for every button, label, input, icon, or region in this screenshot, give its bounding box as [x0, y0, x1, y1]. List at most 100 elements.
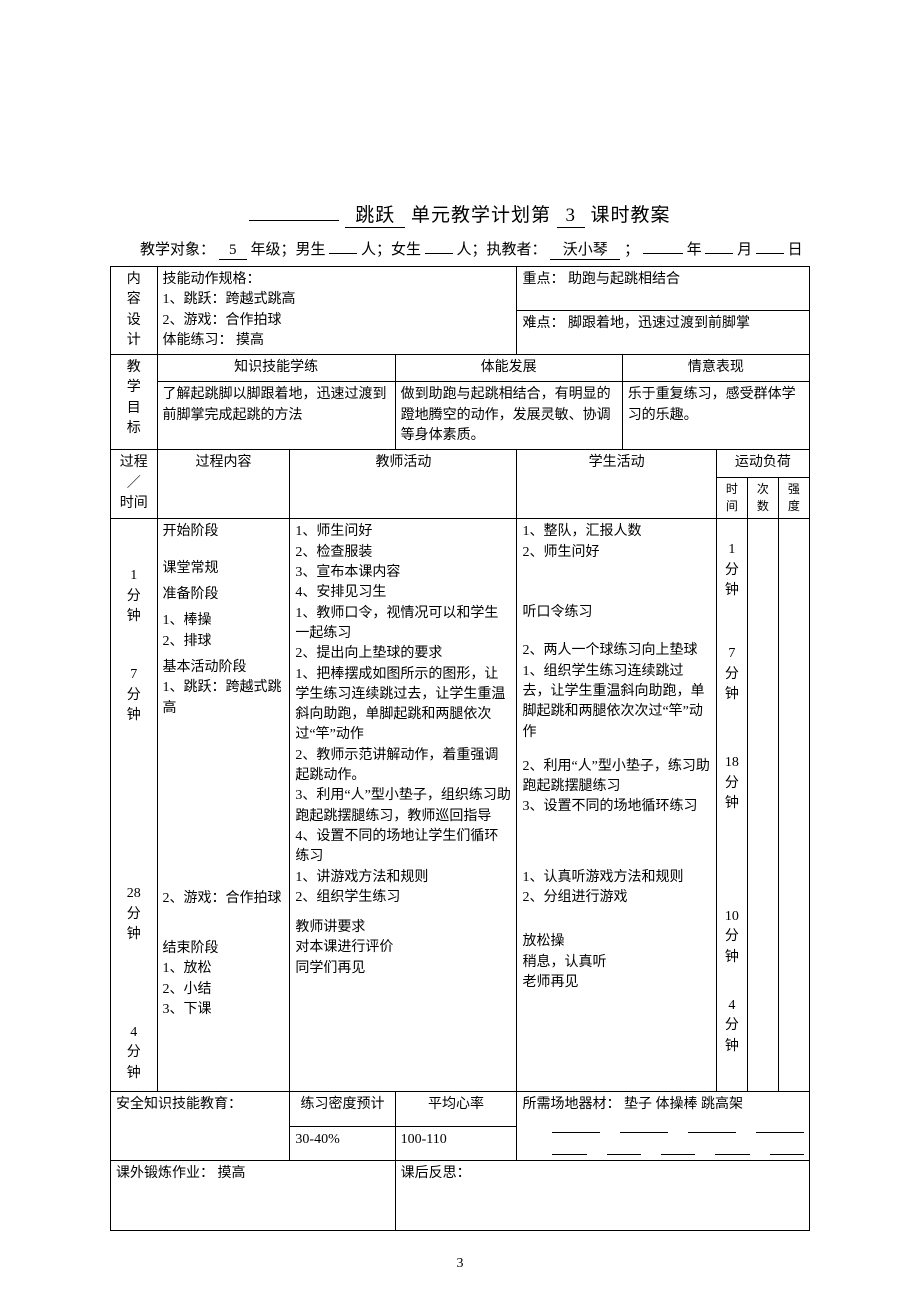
label-objectives: 教学目标 — [111, 355, 158, 450]
label-content-design: 内容设计 — [111, 267, 158, 355]
hdr-student: 学生活动 — [517, 450, 716, 519]
proc-load-intensity-col — [778, 519, 809, 1092]
cell-reflect: 课后反思： — [395, 1161, 809, 1231]
meta-grade: 5 — [219, 242, 247, 260]
skills-2: 2、游戏：合作拍球 — [163, 311, 512, 331]
te2: 对本课进行评价 — [295, 938, 511, 958]
b1a: 课堂常规 — [163, 559, 285, 579]
sa1: 1、整队，汇报人数 — [522, 522, 710, 542]
b4b: 2、小结 — [163, 980, 285, 1000]
sc1: 1、组织学生练习连续跳过去，让学生重温斜向助跑，单脚起跳和两腿依次次过“竿”动作 — [522, 662, 710, 743]
hr-label: 平均心率 — [395, 1092, 517, 1127]
unit-name: 跳跃 — [345, 200, 405, 228]
te3: 同学们再见 — [295, 959, 511, 979]
td1: 1、讲游戏方法和规则 — [295, 868, 511, 888]
tc1: 1、把棒摆成如图所示的图形，让学生练习连续跳过去，让学生重温斜向助跑，单脚起跳和… — [295, 665, 511, 746]
proc-load-time-col: 1分钟 7分钟 18分钟 10分钟 4分钟 — [716, 519, 747, 1092]
hdr-load: 运动负荷 — [716, 450, 809, 477]
b4c: 3、下课 — [163, 1000, 285, 1020]
tc4: 4、设置不同的场地让学生们循环练习 — [295, 827, 511, 868]
density-val: 30-40% — [290, 1126, 395, 1161]
ta4: 4、安排见习生 — [295, 583, 511, 603]
equip-val: 垫子 体操棒 跳高架 — [624, 1097, 743, 1112]
key-label: 重点： — [522, 272, 564, 287]
meta-boys — [329, 253, 357, 254]
cell-skills: 技能动作规格： 1、跳跃：跨越式跳高 2、游戏：合作拍球 体能练习： 摸高 — [157, 267, 517, 355]
proc-teacher-col: 1、师生问好 2、检查服装 3、宣布本课内容 4、安排见习生 1、教师口令，视情… — [290, 519, 517, 1092]
ta1: 1、师生问好 — [295, 522, 511, 542]
diff-text: 脚跟着地，迅速过渡到前脚掌 — [568, 316, 750, 331]
skills-header: 技能动作规格： — [163, 270, 512, 290]
cell-homework: 课外锻炼作业： 摸高 — [111, 1161, 396, 1231]
hdr-content: 过程内容 — [157, 450, 290, 519]
meta-month — [705, 253, 733, 254]
se1: 放松操 — [522, 932, 710, 952]
label-girls: 人；女生 — [361, 242, 421, 258]
label-teacher: 人；执教者： — [457, 242, 547, 258]
mid-text: 单元教学计划第 — [411, 205, 551, 226]
hdr-proc-time: 过程／时间 — [111, 450, 158, 519]
td2: 2、组织学生练习 — [295, 888, 511, 908]
tb1: 1、教师口令，视情况可以和学生一起练习 — [295, 604, 511, 645]
homework-val: 摸高 — [218, 1166, 246, 1181]
sa2: 2、师生问好 — [522, 543, 710, 563]
tc3: 3、利用“人”型小垫子，组织练习助跑起跳摆腿练习，教师巡回指导 — [295, 786, 511, 827]
sb1: 听口令练习 — [522, 603, 710, 623]
tc2: 2、教师示范讲解动作，着重强调起跳动作。 — [295, 746, 511, 787]
sd2: 2、分组进行游戏 — [522, 888, 710, 908]
equipment-blank-lines — [522, 1115, 804, 1157]
b2b: 2、排球 — [163, 632, 285, 652]
b3h: 基本活动阶段 — [163, 658, 285, 678]
proc-time-col: 1分钟 7分钟 28分钟 4分钟 — [111, 519, 158, 1092]
b2a: 1、棒操 — [163, 611, 285, 631]
sc3: 3、设置不同的场地循环练习 — [522, 797, 710, 817]
label-date-sep: ； — [624, 242, 639, 258]
hr-val: 100-110 — [395, 1126, 517, 1161]
fitness: 体能练习： 摸高 — [163, 331, 512, 351]
obj-c1: 了解起跳脚以脚跟着地，迅速过渡到前脚掌完成起跳的方法 — [157, 382, 395, 450]
tb2: 2、提出向上垫球的要求 — [295, 644, 511, 664]
blank-prefix — [249, 220, 339, 221]
cell-safety: 安全知识技能教育： — [111, 1092, 290, 1161]
ta2: 2、检查服装 — [295, 543, 511, 563]
sd1: 1、认真听游戏方法和规则 — [522, 868, 710, 888]
homework-label: 课外锻炼作业： — [116, 1166, 214, 1181]
label-subject: 教学对象： — [140, 242, 215, 258]
obj-c3: 乐于重复练习，感受群体学习的乐趣。 — [622, 382, 809, 450]
obj-h2: 体能发展 — [395, 355, 622, 382]
page-title: 跳跃 单元教学计划第 3 课时教案 — [110, 200, 810, 228]
page-number: 3 — [0, 1256, 920, 1272]
lesson-no: 3 — [557, 205, 585, 228]
cell-equipment: 所需场地器材： 垫子 体操棒 跳高架 — [517, 1092, 810, 1161]
equip-label: 所需场地器材： — [522, 1097, 620, 1112]
proc-student-col: 1、整队，汇报人数 2、师生问好 听口令练习 2、两人一个球练习向上垫球 1、组… — [517, 519, 716, 1092]
meta-teacher: 沃小琴 — [550, 238, 620, 260]
meta-girls — [425, 253, 453, 254]
b4a: 1、放松 — [163, 959, 285, 979]
skills-1: 1、跳跃：跨越式跳高 — [163, 290, 512, 310]
hdr-load-count: 次数 — [747, 477, 778, 519]
label-day: 日 — [788, 242, 803, 258]
se3: 老师再见 — [522, 973, 710, 993]
hdr-load-intensity: 强度 — [778, 477, 809, 519]
obj-h3: 情意表现 — [622, 355, 809, 382]
hdr-teacher: 教师活动 — [290, 450, 517, 519]
label-year: 年 — [687, 242, 702, 258]
label-month: 月 — [737, 242, 752, 258]
title-suffix: 课时教案 — [591, 205, 671, 226]
b2h: 准备阶段 — [163, 585, 285, 605]
safety-label: 安全知识技能教育： — [116, 1097, 242, 1112]
obj-c2: 做到助跑与起跳相结合，有明显的蹬地腾空的动作，发展灵敏、协调等身体素质。 — [395, 382, 622, 450]
diff-label: 难点： — [522, 316, 564, 331]
proc-content-col: 开始阶段 课堂常规 准备阶段 1、棒操 2、排球 基本活动阶段 1、跳跃：跨越式… — [157, 519, 290, 1092]
b4h: 结束阶段 — [163, 939, 285, 959]
key-text: 助跑与起跳相结合 — [568, 272, 680, 287]
b1h: 开始阶段 — [163, 522, 285, 542]
obj-h1: 知识技能学练 — [157, 355, 395, 382]
sb2: 2、两人一个球练习向上垫球 — [522, 641, 710, 661]
hdr-load-time: 时间 — [716, 477, 747, 519]
b3b: 2、游戏：合作拍球 — [163, 889, 285, 909]
ta3: 3、宣布本课内容 — [295, 563, 511, 583]
proc-load-count-col — [747, 519, 778, 1092]
reflect-label: 课后反思： — [401, 1166, 471, 1181]
